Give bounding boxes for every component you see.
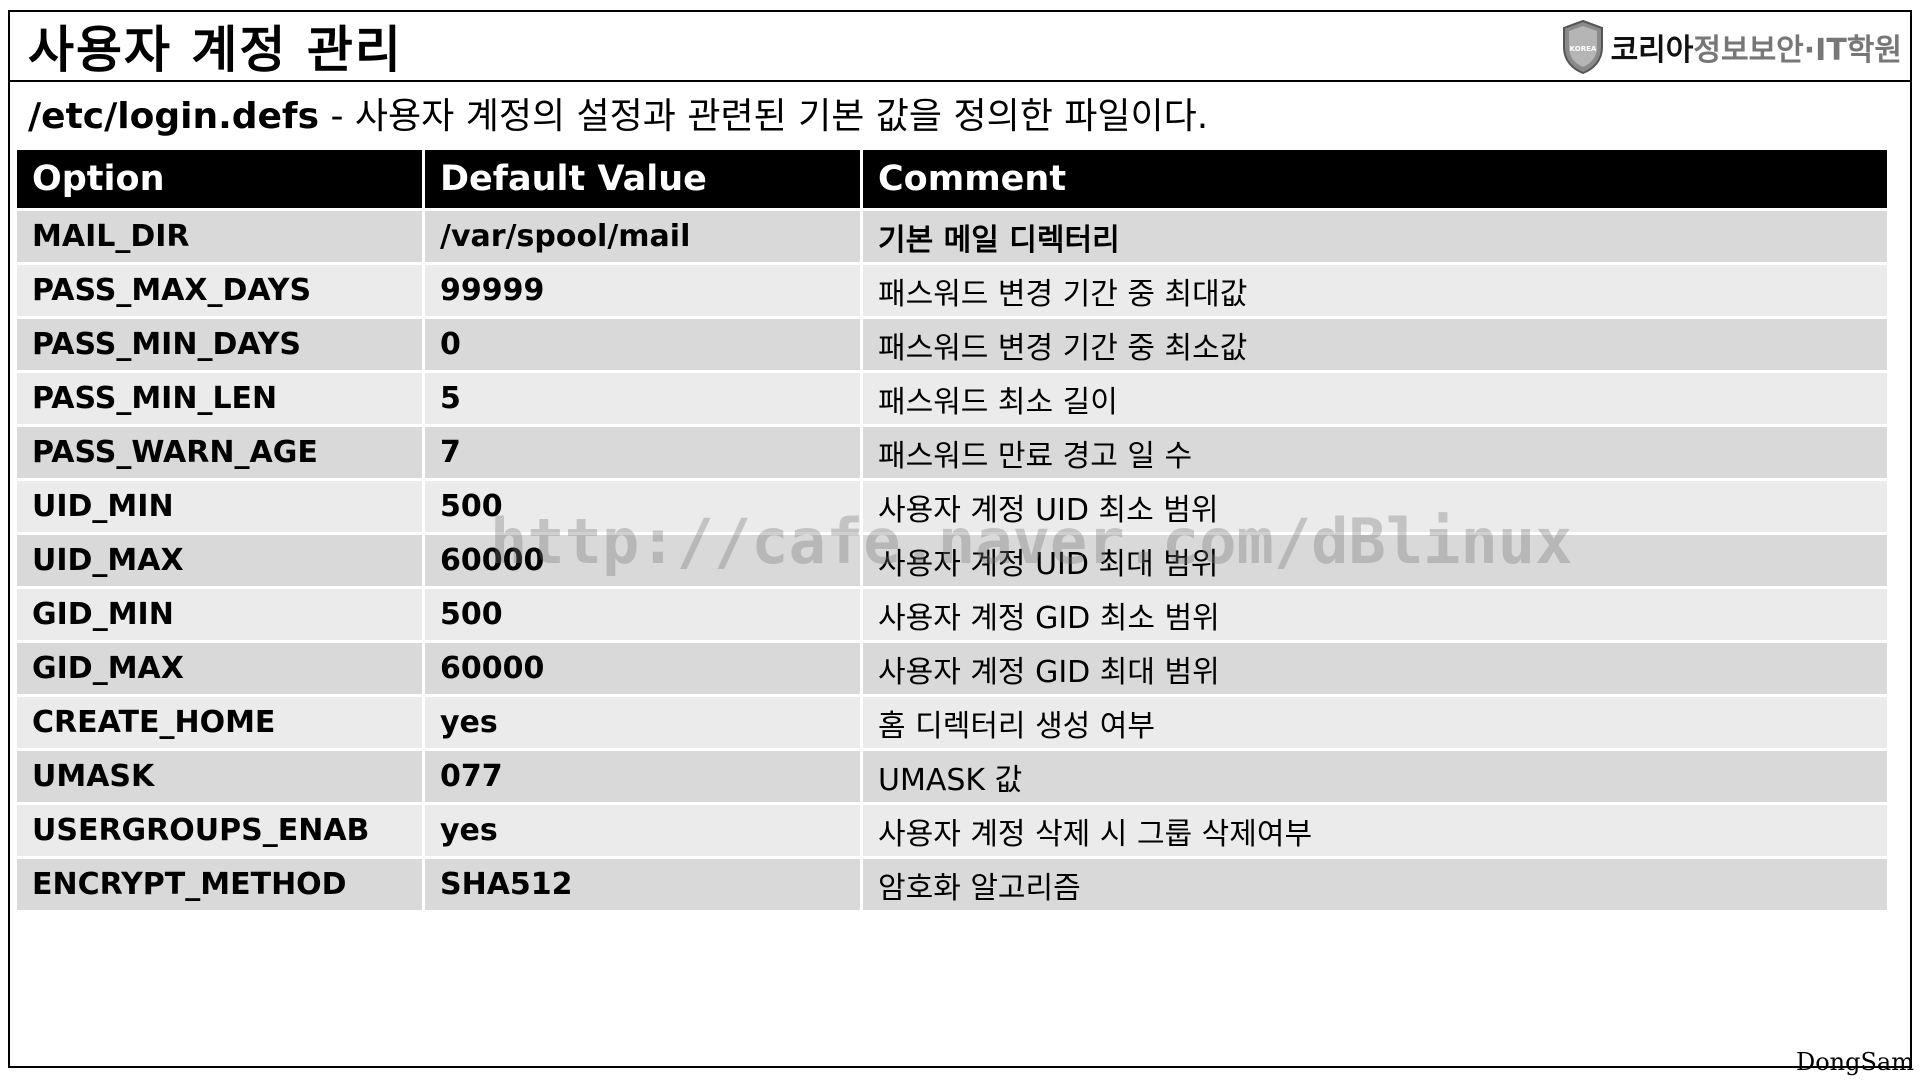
option-cell: MAIL_DIR — [14, 208, 425, 265]
comment-cell: 사용자 계정 삭제 시 그룹 삭제여부 — [860, 802, 1890, 859]
option-cell: PASS_MIN_LEN — [14, 370, 425, 427]
value-cell: SHA512 — [422, 856, 863, 913]
logo-sub: 정보보안·IT학원 — [1693, 33, 1902, 68]
column-header-default-value: Default Value — [422, 147, 863, 211]
file-path: /etc/login.defs — [28, 96, 320, 137]
option-cell: CREATE_HOME — [14, 694, 425, 751]
comment-cell: 패스워드 만료 경고 일 수 — [860, 424, 1890, 481]
value-cell: 99999 — [422, 262, 863, 319]
table-row: USERGROUPS_ENAB yes 사용자 계정 삭제 시 그룹 삭제여부 — [14, 802, 1890, 859]
option-cell: GID_MAX — [14, 640, 425, 697]
page-title: 사용자 계정 관리 — [28, 21, 403, 79]
value-cell: 500 — [422, 478, 863, 535]
option-cell: PASS_WARN_AGE — [14, 424, 425, 481]
table-row: GID_MIN 500 사용자 계정 GID 최소 범위 — [14, 586, 1890, 643]
table-row: ENCRYPT_METHOD SHA512 암호화 알고리즘 — [14, 856, 1890, 913]
logo-text: 코리아정보보안·IT학원 — [1611, 25, 1902, 69]
value-cell: 60000 — [422, 532, 863, 589]
value-cell: yes — [422, 694, 863, 751]
table-row: UID_MAX 60000 사용자 계정 UID 최대 범위 — [14, 532, 1890, 589]
comment-cell: 홈 디렉터리 생성 여부 — [860, 694, 1890, 751]
comment-cell: 사용자 계정 UID 최소 범위 — [860, 478, 1890, 535]
academy-logo: KOREA 코리아정보보안·IT학원 — [1561, 18, 1902, 76]
value-cell: 5 — [422, 370, 863, 427]
table-row: GID_MAX 60000 사용자 계정 GID 최대 범위 — [14, 640, 1890, 697]
value-cell: 077 — [422, 748, 863, 805]
file-description: - 사용자 계정의 설정과 관련된 기본 값을 정의한 파일이다. — [319, 96, 1209, 137]
comment-cell: 패스워드 최소 길이 — [860, 370, 1890, 427]
option-cell: UID_MIN — [14, 478, 425, 535]
option-cell: PASS_MAX_DAYS — [14, 262, 425, 319]
table-row: PASS_MIN_DAYS 0 패스워드 변경 기간 중 최소값 — [14, 316, 1890, 373]
option-cell: GID_MIN — [14, 586, 425, 643]
comment-cell: 암호화 알고리즘 — [860, 856, 1890, 913]
shield-icon: KOREA — [1562, 19, 1603, 75]
value-cell: 60000 — [422, 640, 863, 697]
option-cell: USERGROUPS_ENAB — [14, 802, 425, 859]
value-cell: 0 — [422, 316, 863, 373]
table-row: PASS_MAX_DAYS 99999 패스워드 변경 기간 중 최대값 — [14, 262, 1890, 319]
value-cell: 500 — [422, 586, 863, 643]
comment-cell: 기본 메일 디렉터리 — [860, 208, 1890, 265]
comment-cell: 사용자 계정 GID 최소 범위 — [860, 586, 1890, 643]
comment-cell: 사용자 계정 GID 최대 범위 — [860, 640, 1890, 697]
comment-cell: UMASK 값 — [860, 748, 1890, 805]
table-row: UID_MIN 500 사용자 계정 UID 최소 범위 — [14, 478, 1890, 535]
value-cell: /var/spool/mail — [422, 208, 863, 265]
login-defs-table: Option Default Value Comment MAIL_DIR /v… — [14, 147, 1890, 913]
table-header-row: Option Default Value Comment — [14, 147, 1890, 211]
subtitle: /etc/login.defs - 사용자 계정의 설정과 관련된 기본 값을 … — [28, 92, 1208, 142]
logo-main: 코리아 — [1610, 33, 1694, 68]
option-cell: UMASK — [14, 748, 425, 805]
option-cell: UID_MAX — [14, 532, 425, 589]
option-cell: ENCRYPT_METHOD — [14, 856, 425, 913]
value-cell: 7 — [422, 424, 863, 481]
option-cell: PASS_MIN_DAYS — [14, 316, 425, 373]
table-row: CREATE_HOME yes 홈 디렉터리 생성 여부 — [14, 694, 1890, 751]
column-header-comment: Comment — [860, 147, 1890, 211]
table-row: PASS_MIN_LEN 5 패스워드 최소 길이 — [14, 370, 1890, 427]
value-cell: yes — [422, 802, 863, 859]
table-row: UMASK 077 UMASK 값 — [14, 748, 1890, 805]
column-header-option: Option — [14, 147, 425, 211]
author-signature: DongSam — [1795, 1048, 1914, 1076]
logo-badge-text: KOREA — [1569, 45, 1596, 53]
comment-cell: 패스워드 변경 기간 중 최소값 — [860, 316, 1890, 373]
comment-cell: 사용자 계정 UID 최대 범위 — [860, 532, 1890, 589]
comment-cell: 패스워드 변경 기간 중 최대값 — [860, 262, 1890, 319]
table-row: MAIL_DIR /var/spool/mail 기본 메일 디렉터리 — [14, 208, 1890, 265]
title-divider — [10, 80, 1910, 82]
table-row: PASS_WARN_AGE 7 패스워드 만료 경고 일 수 — [14, 424, 1890, 481]
